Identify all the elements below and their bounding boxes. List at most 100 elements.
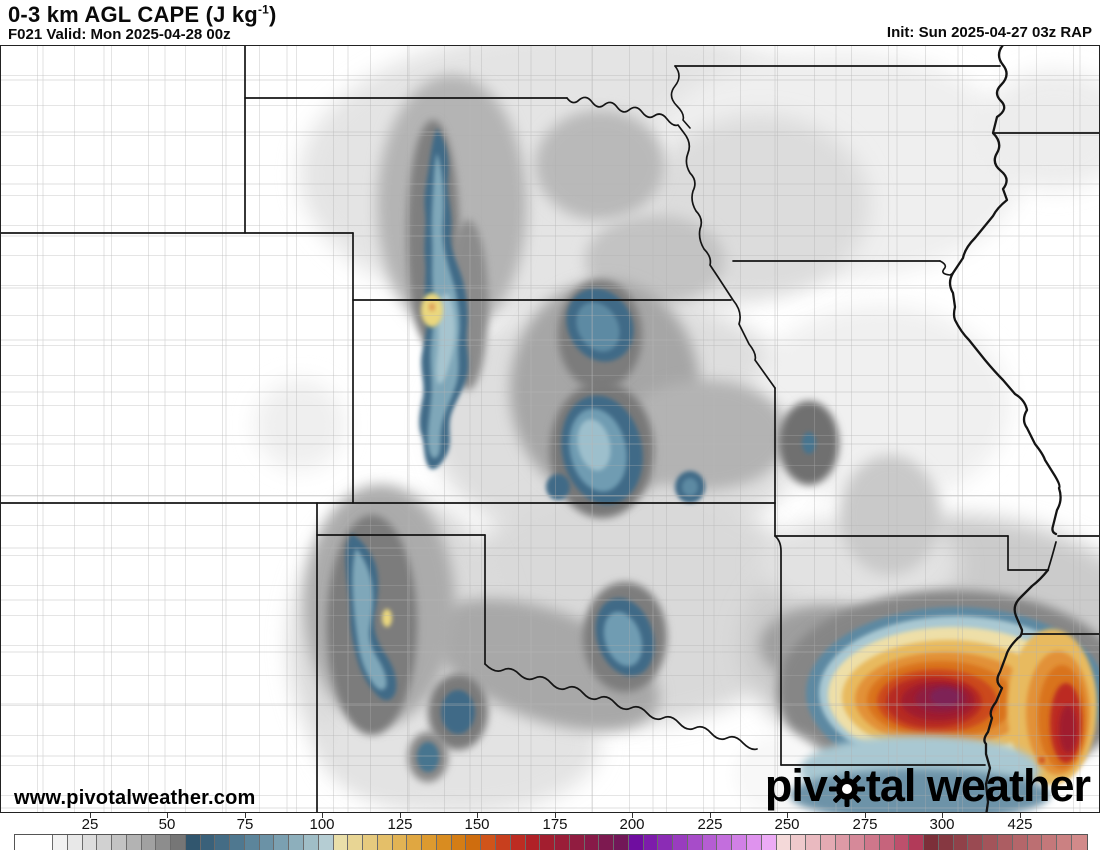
colorbar-cell: [392, 835, 408, 850]
colorbar-cell: [1071, 835, 1087, 850]
colorbar-cell: [702, 835, 718, 850]
colorbar-cell: [746, 835, 762, 850]
river-border-big-sioux-river: [670, 65, 691, 129]
colorbar-tick: [400, 813, 401, 818]
colorbar-cell: [1027, 835, 1043, 850]
colorbar-cell: [156, 835, 172, 850]
colorbar-cell: [1057, 835, 1072, 850]
river-border-red-river: [484, 663, 758, 751]
colorbar-cell: [584, 835, 600, 850]
colorbar-cell: [776, 835, 792, 850]
colorbar-cell: [894, 835, 910, 850]
colorbar-cell: [215, 835, 231, 850]
colorbar-cell: [717, 835, 733, 850]
cape-map: [0, 25, 1100, 821]
colorbar-cell: [909, 835, 925, 850]
colorbar-cell: [658, 835, 674, 850]
colorbar-cell: [525, 835, 541, 850]
colorbar-cell: [835, 835, 851, 850]
colorbar-cell: [53, 835, 68, 850]
colorbar-cell: [141, 835, 157, 850]
colorbar-cell: [983, 835, 998, 850]
colorbar-cell: [924, 835, 939, 850]
colorbar-cell: [1012, 835, 1028, 850]
colorbar-cell: [540, 835, 556, 850]
colorbar-cell: [407, 835, 423, 850]
colorbar-cell: [599, 835, 615, 850]
county-grid-2: [0, 45, 1100, 813]
colorbar-cell: [259, 835, 275, 850]
colorbar-cell: [968, 835, 984, 850]
colorbar-tick-label: 425: [1007, 816, 1033, 833]
colorbar-tick-label: 50: [158, 816, 176, 833]
colorbar-cell: [185, 835, 201, 850]
colorbar-cell: [953, 835, 969, 850]
colorbar-cell: [466, 835, 482, 850]
colorbar-tick: [477, 813, 478, 818]
colorbar-cell: [112, 835, 127, 850]
river-border-mississippi-river-upper: [948, 43, 1062, 536]
valid-time-label: F021 Valid: Mon 2025-04-28 00z: [8, 26, 231, 43]
colorbar-tick-label: 175: [542, 816, 568, 833]
colorbar-tick-label: 75: [236, 816, 254, 833]
colorbar-tick: [632, 813, 633, 818]
colorbar-cell: [879, 835, 895, 850]
init-time-label: Init: Sun 2025-04-27 03z RAP: [886, 24, 1092, 41]
colorbar-cell: [998, 835, 1013, 850]
colorbar-cell: [126, 835, 142, 850]
colorbar-cell: [304, 835, 319, 850]
colorbar-cell: [732, 835, 747, 850]
header: 0-3 km AGL CAPE (J kg-1) F021 Valid: Mon…: [0, 0, 1100, 45]
colorbar-cell: [451, 835, 467, 850]
colorbar-tick: [710, 813, 711, 818]
colorbar-tick: [865, 813, 866, 818]
colorbar-cell: [495, 835, 511, 850]
colorbar-cell: [200, 835, 216, 850]
colorbar-cell: [67, 835, 83, 850]
colorbar-tick-label: 100: [309, 816, 335, 833]
pivotal-weather-logo: piv tal weather: [765, 760, 1091, 811]
cape-map-svg: [0, 25, 1100, 821]
colorbar-tick: [942, 813, 943, 818]
colorbar-tick-label: 275: [852, 816, 878, 833]
state-border-arkansas-west: [774, 535, 782, 766]
colorbar-cell: [555, 835, 570, 850]
colorbar-cell: [230, 835, 245, 850]
river-borders-layer: [484, 43, 1062, 818]
watermark-url: www.pivotalweather.com: [14, 787, 256, 809]
colorbar-cell: [865, 835, 880, 850]
colorbar-cell: [481, 835, 496, 850]
colorbar-cell: [643, 835, 659, 850]
colorbar-cell: [377, 835, 393, 850]
colorbar-cell: [15, 835, 53, 850]
colorbar-tick-label: 300: [929, 816, 955, 833]
colorbar-tick: [787, 813, 788, 818]
colorbar-cell: [274, 835, 290, 850]
colorbar-cell: [791, 835, 807, 850]
colorbar-cell: [318, 835, 334, 850]
colorbar-tick-label: 225: [697, 816, 723, 833]
colorbar-cell: [673, 835, 688, 850]
colorbar-cell: [687, 835, 703, 850]
colorbar-tick: [90, 813, 91, 818]
colorbar-cell: [363, 835, 378, 850]
colorbar-tick: [555, 813, 556, 818]
colorbar-cell: [806, 835, 821, 850]
colorbar-cell: [510, 835, 526, 850]
colorbar-tick: [322, 813, 323, 818]
colorbar-cell: [820, 835, 836, 850]
colorbar-cell: [171, 835, 186, 850]
colorbar-cell: [938, 835, 954, 850]
colorbar-cell: [436, 835, 452, 850]
colorbar-cell: [569, 835, 585, 850]
colorbar-tick-label: 200: [619, 816, 645, 833]
page-title: 0-3 km AGL CAPE (J kg-1): [8, 2, 277, 27]
colorbar: [14, 834, 1088, 850]
logo-text-right: tal weather: [865, 760, 1091, 811]
colorbar-tick-label: 250: [774, 816, 800, 833]
colorbar-tick-label: 125: [387, 816, 413, 833]
colorbar-cell: [1042, 835, 1058, 850]
colorbar-cell: [850, 835, 866, 850]
colorbar-cell: [333, 835, 349, 850]
